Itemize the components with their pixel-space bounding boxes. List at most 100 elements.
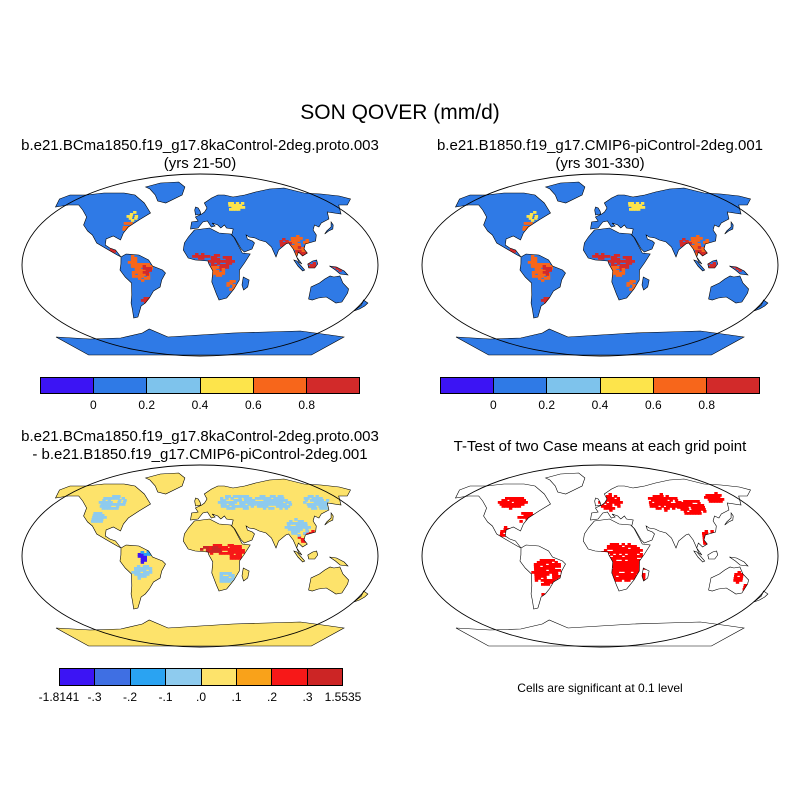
grid-cell (610, 256, 615, 259)
grid-cell (140, 569, 144, 572)
grid-cell (537, 265, 542, 268)
grid-cell (519, 520, 523, 523)
grid-cell (650, 497, 654, 500)
grid-cell (542, 565, 547, 568)
grid-cell (225, 264, 230, 267)
grid-cell (552, 579, 556, 582)
grid-cell (615, 555, 620, 558)
grid-cell (659, 493, 663, 496)
grid-cell (543, 277, 548, 280)
grid-cell (211, 546, 216, 549)
grid-cell (612, 565, 617, 568)
grid-cell (683, 508, 687, 511)
colorbar-tick-label: 0.2 (138, 398, 155, 412)
grid-cell (100, 516, 104, 519)
grid-cell (613, 256, 618, 259)
grid-cell (222, 256, 227, 259)
colorbar-swatch (60, 669, 96, 685)
grid-cell (130, 263, 135, 266)
grid-cell (246, 499, 250, 502)
grid-cell (695, 250, 699, 253)
grid-cell (608, 499, 613, 502)
grid-cell (142, 569, 147, 572)
grid-cell (710, 498, 714, 501)
grid-cell (733, 577, 737, 580)
grid-cell (335, 267, 339, 270)
grid-cell (655, 495, 659, 498)
grid-cell (613, 258, 618, 261)
grid-cell (131, 255, 135, 258)
grid-cell (656, 501, 661, 504)
grid-cell (291, 530, 295, 533)
coastline-antarctica (55, 619, 345, 647)
grid-cell (624, 545, 628, 548)
grid-cell (235, 551, 239, 554)
grid-cell (707, 498, 712, 501)
grid-cell (192, 255, 196, 258)
grid-cell (209, 552, 214, 555)
grid-cell (540, 263, 545, 266)
grid-cell (217, 548, 222, 551)
grid-cell (324, 501, 328, 504)
grid-cell (99, 520, 103, 523)
grid-cell (201, 257, 205, 260)
grid-cell (229, 557, 234, 560)
grid-cell (143, 277, 148, 280)
grid-cell (225, 578, 229, 581)
grid-cell (548, 563, 553, 566)
main-title: SON QOVER (mm/d) (300, 101, 500, 124)
grid-cell (288, 503, 293, 506)
grid-cell (143, 263, 147, 266)
grid-cell (541, 593, 545, 596)
grid-cell (687, 504, 691, 507)
grid-cell (130, 219, 135, 222)
grid-cell (618, 272, 623, 275)
grid-cell (234, 505, 238, 508)
grid-cell (619, 268, 624, 271)
coastline-southAmerica (119, 544, 166, 610)
grid-cell (299, 526, 303, 529)
grid-cell (238, 549, 242, 552)
grid-cell (616, 254, 621, 257)
grid-cell (615, 551, 620, 554)
grid-cell (100, 503, 104, 506)
grid-cell (633, 565, 637, 568)
grid-cell (146, 277, 151, 280)
grid-cell (221, 268, 226, 271)
grid-cell (143, 575, 147, 578)
grid-cell (606, 547, 611, 550)
grid-cell (539, 561, 544, 564)
coastline-newguinea (729, 556, 749, 567)
grid-cell (697, 246, 702, 249)
grid-cell (554, 561, 558, 564)
grid-cell (134, 569, 138, 572)
grid-cell (714, 496, 718, 499)
grid-cell (238, 553, 242, 556)
grid-cell (652, 505, 656, 508)
grid-cell (91, 518, 95, 521)
grid-cell (612, 563, 617, 566)
grid-cell (216, 258, 221, 261)
grid-cell (543, 577, 547, 580)
grid-cell (104, 507, 108, 510)
grid-cell (660, 505, 664, 508)
coastline-sumatra (693, 259, 706, 272)
grid-cell (613, 264, 618, 267)
grid-cell (238, 545, 242, 548)
grid-cell (228, 572, 232, 575)
grid-cell (242, 507, 247, 510)
grid-cell (546, 583, 551, 586)
grid-cell (215, 274, 220, 277)
grid-cell (612, 561, 617, 564)
grid-cell (617, 505, 621, 508)
grid-cell (238, 547, 242, 550)
grid-cell (714, 492, 718, 495)
grid-cell (210, 260, 215, 263)
grid-cell (516, 501, 520, 504)
grid-cell (548, 567, 553, 570)
grid-cell (717, 496, 721, 499)
grid-cell (698, 250, 702, 253)
grid-cell (672, 507, 676, 510)
grid-cell (228, 204, 232, 207)
coastline-borneo (307, 550, 319, 560)
